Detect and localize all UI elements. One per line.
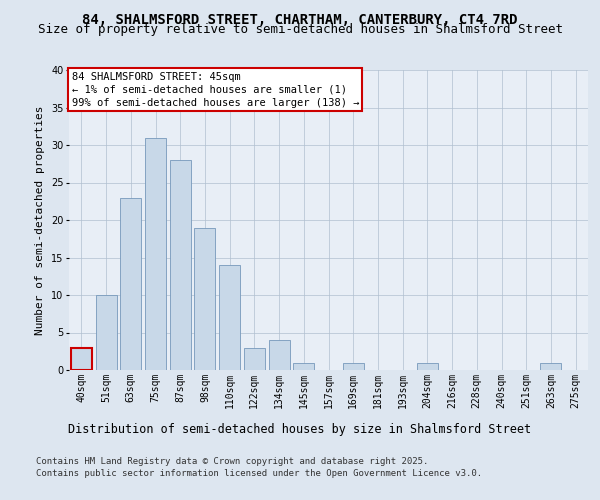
Y-axis label: Number of semi-detached properties: Number of semi-detached properties <box>35 106 46 335</box>
Bar <box>269 340 290 370</box>
Bar <box>541 362 562 370</box>
Text: Distribution of semi-detached houses by size in Shalmsford Street: Distribution of semi-detached houses by … <box>68 422 532 436</box>
Bar <box>219 265 240 370</box>
Bar <box>95 295 116 370</box>
Text: Contains HM Land Registry data © Crown copyright and database right 2025.
Contai: Contains HM Land Registry data © Crown c… <box>36 458 482 478</box>
Bar <box>417 362 438 370</box>
Bar <box>343 362 364 370</box>
Text: 84, SHALMSFORD STREET, CHARTHAM, CANTERBURY, CT4 7RD: 84, SHALMSFORD STREET, CHARTHAM, CANTERB… <box>82 12 518 26</box>
Text: Size of property relative to semi-detached houses in Shalmsford Street: Size of property relative to semi-detach… <box>37 22 563 36</box>
Bar <box>145 138 166 370</box>
Bar <box>293 362 314 370</box>
Bar <box>120 198 141 370</box>
Bar <box>194 228 215 370</box>
Text: 84 SHALMSFORD STREET: 45sqm
← 1% of semi-detached houses are smaller (1)
99% of : 84 SHALMSFORD STREET: 45sqm ← 1% of semi… <box>71 72 359 108</box>
Bar <box>71 348 92 370</box>
Bar <box>170 160 191 370</box>
Bar <box>244 348 265 370</box>
